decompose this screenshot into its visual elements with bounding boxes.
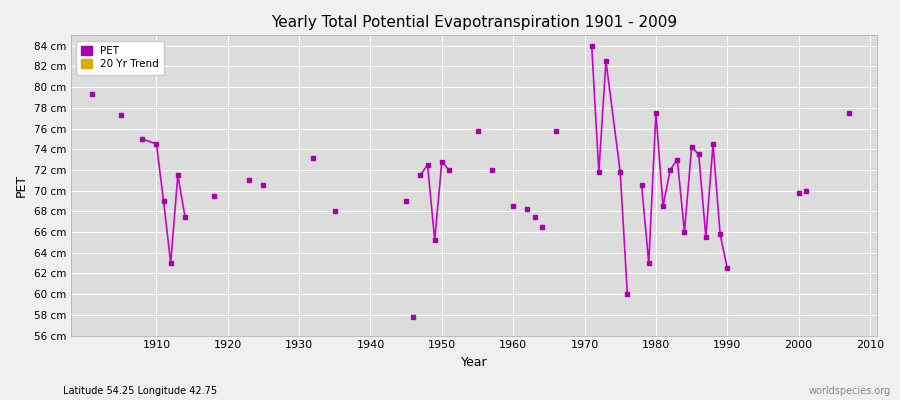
Title: Yearly Total Potential Evapotranspiration 1901 - 2009: Yearly Total Potential Evapotranspiratio… xyxy=(271,15,677,30)
Legend: PET, 20 Yr Trend: PET, 20 Yr Trend xyxy=(76,40,164,74)
X-axis label: Year: Year xyxy=(461,356,487,369)
Text: Latitude 54.25 Longitude 42.75: Latitude 54.25 Longitude 42.75 xyxy=(63,386,217,396)
Y-axis label: PET: PET xyxy=(15,174,28,197)
Text: worldspecies.org: worldspecies.org xyxy=(809,386,891,396)
